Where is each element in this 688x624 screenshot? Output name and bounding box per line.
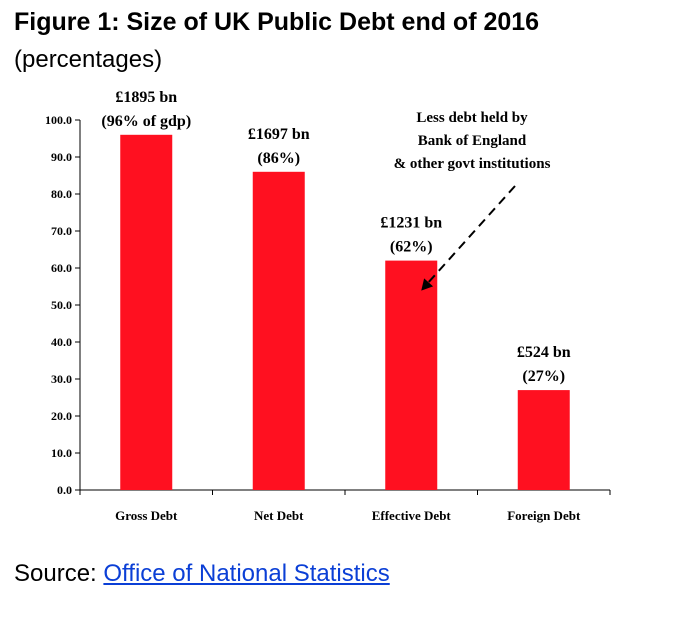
source-line: Source: Office of National Statistics <box>14 560 390 588</box>
y-tick-label: 0.0 <box>57 483 72 497</box>
data-label-amount: £1231 bn <box>380 215 442 232</box>
source-link[interactable]: Office of National Statistics <box>103 560 390 587</box>
annotation-arrow-line <box>427 185 516 284</box>
data-label-amount: £524 bn <box>517 344 571 361</box>
data-label-percent: (96% of gdp) <box>101 113 191 130</box>
data-label-amount: £1697 bn <box>248 126 310 143</box>
data-labels: £1895 bn (96% of gdp) £1697 bn (86%) £1231 b… <box>101 89 570 385</box>
axes: 0.0 10.0 20.0 30.0 40.0 50.0 60.0 70.0 80.0 90.0 1… <box>45 113 611 523</box>
y-tick-label: 20.0 <box>51 409 72 423</box>
annotation-arrow-head <box>421 278 434 291</box>
bar <box>385 260 438 490</box>
data-label-percent: (86%) <box>257 150 300 167</box>
y-tick-label: 80.0 <box>51 187 72 201</box>
y-tick-label: 40.0 <box>51 335 72 349</box>
y-tick-label: 30.0 <box>51 372 72 386</box>
chart-title: Figure 1: Size of UK Public Debt end of … <box>14 8 540 36</box>
bar <box>517 390 570 490</box>
y-tick-label: 60.0 <box>51 261 72 275</box>
bar <box>120 134 173 491</box>
annotation: Less debt held by Bank of England & other … <box>394 110 551 291</box>
source-label: Source: <box>14 560 104 587</box>
x-category-label: Foreign Debt <box>507 508 581 523</box>
chart-subtitle: (percentages) <box>14 46 163 73</box>
data-label-amount: £1895 bn <box>115 89 177 106</box>
x-category-label: Effective Debt <box>372 508 452 523</box>
x-category-label: Gross Debt <box>115 508 178 523</box>
y-tick-label: 90.0 <box>51 150 72 164</box>
y-tick-label: 70.0 <box>51 224 72 238</box>
bar <box>252 171 305 491</box>
y-tick-label: 100.0 <box>45 113 72 127</box>
annotation-text: Less debt held by <box>416 110 528 126</box>
data-label-percent: (27%) <box>522 368 565 385</box>
annotation-text: & other govt institutions <box>394 156 551 172</box>
bars <box>120 134 570 491</box>
annotation-text: Bank of England <box>418 133 527 149</box>
y-tick-label: 10.0 <box>51 446 72 460</box>
x-category-label: Net Debt <box>254 508 304 523</box>
y-tick-label: 50.0 <box>51 298 72 312</box>
data-label-percent: (62%) <box>390 239 433 256</box>
